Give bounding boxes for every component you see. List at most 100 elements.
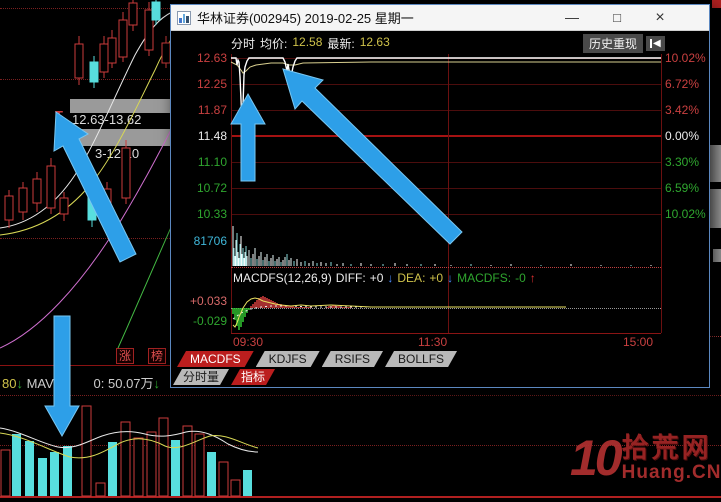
bg-cursor-marker: T	[55, 108, 63, 123]
bg-price-range-low: 3-12.10	[95, 146, 140, 161]
annotation-arrow	[282, 68, 463, 245]
dea-value: +0	[429, 271, 444, 285]
volume-baseline	[231, 267, 661, 268]
window-title: 华林证券(002945) 2019-02-25 星期一	[197, 11, 414, 26]
bg-dotted-gridline	[0, 79, 170, 80]
diff-label: DIFF:	[335, 271, 366, 285]
panel-tabs: 分时量 指标	[173, 369, 275, 385]
avg-price-value: 12.58	[292, 35, 323, 49]
macd-zero-line	[231, 308, 661, 309]
tab-indicator-bollfs[interactable]: BOLLFS	[385, 351, 457, 367]
minimize-button[interactable]: —	[565, 9, 579, 25]
gridline-vertical	[231, 54, 232, 333]
pct-axis-label: 6.59%	[665, 181, 700, 195]
plot-bottom-border	[231, 333, 661, 334]
watermark-site-name: 拾荒网	[621, 432, 712, 463]
tab-panel-0[interactable]: 分时量	[173, 369, 229, 385]
intraday-chart-plot	[230, 57, 661, 330]
macd-max-label: +0.033	[189, 294, 227, 308]
down-arrow-icon: ↓	[387, 271, 394, 285]
tab-indicator-rsifs[interactable]: RSIFS	[322, 351, 383, 367]
close-button[interactable]: ×	[655, 9, 665, 26]
history-replay-label[interactable]: 历史重现	[583, 34, 644, 53]
price-axis-label: 10.72	[196, 181, 227, 195]
pct-axis-label: 6.72%	[665, 77, 700, 91]
shihuang-watermark: 10 拾荒网 Huang.CN	[570, 433, 721, 483]
mavol-name: MAVO	[26, 376, 64, 391]
bg-red-block	[712, 0, 721, 8]
tab-indicator-kdjfs[interactable]: KDJFS	[256, 351, 320, 367]
indicator-tabs: MACDFS KDJFS RSIFS BOLLFS	[177, 351, 457, 367]
board-button[interactable]: 榜	[148, 348, 167, 364]
watermark-logo-icon: 10	[570, 430, 623, 486]
up-arrow-icon: ↑	[529, 271, 536, 285]
time-axis-label: 09:30	[233, 335, 264, 349]
pct-axis-label: 10.02%	[665, 207, 706, 221]
volume-max-label: 81706	[193, 234, 227, 248]
bg-highlight-band	[710, 189, 721, 228]
diff-value: +0	[369, 271, 384, 285]
chart-info-row: 分时 均价: 12.58 最新: 12.63	[231, 35, 390, 52]
annotation-arrow	[230, 92, 266, 182]
bg-dashed-line	[708, 336, 721, 337]
gridline-vertical	[448, 54, 449, 333]
pct-axis-label: 0.00%	[665, 129, 700, 143]
bg-pane-divider	[0, 365, 170, 366]
pct-axis-label: 3.30%	[665, 155, 700, 169]
window-titlebar[interactable]: 华林证券(002945) 2019-02-25 星期一 — □ ×	[171, 5, 709, 31]
gridline-horizontal	[231, 84, 661, 85]
mavol-value-2: 0: 50.07万	[93, 376, 154, 391]
bg-volume-baseline	[0, 496, 721, 498]
macd-readout: MACDFS(12,26,9) DIFF: +0 ↓ DEA: +0 ↓ MACDF…	[233, 271, 536, 285]
app-icon	[177, 10, 191, 25]
avg-price-label: 均价:	[260, 37, 288, 51]
dea-label: DEA:	[397, 271, 426, 285]
down-arrow-icon: ↓	[447, 271, 454, 285]
macdfs-value: -0	[515, 271, 526, 285]
macd-min-label: -0.029	[192, 314, 227, 328]
gridline-horizontal	[231, 162, 661, 163]
chart-mode-label: 分时	[231, 37, 256, 51]
bg-dotted-gridline	[0, 238, 170, 239]
tab-indicator-macdfs[interactable]: MACDFS	[177, 351, 254, 367]
macdfs-label: MACDFS:	[457, 271, 512, 285]
macd-title: MACDFS(12,26,9)	[233, 271, 332, 285]
pct-axis-label: 10.02%	[665, 51, 706, 65]
gainers-button[interactable]: 涨	[116, 348, 135, 364]
time-axis-label: 15:00	[623, 335, 654, 349]
gridline-vertical	[661, 54, 662, 333]
price-axis-label: 11.48	[197, 129, 227, 143]
mavol-value: 80	[2, 376, 17, 391]
gridline-horizontal	[231, 188, 661, 189]
tab-panel-1[interactable]: 指标	[231, 369, 275, 385]
bg-dotted-gridline	[0, 395, 721, 396]
bg-highlight-band	[710, 145, 721, 182]
last-price-value: 12.63	[359, 35, 390, 49]
skip-to-start-icon[interactable]: ◀	[646, 36, 665, 51]
bg-dotted-gridline	[0, 445, 721, 446]
last-price-label: 最新:	[327, 37, 355, 51]
bg-price-range-high: 12.63-13.62	[72, 112, 142, 127]
watermark-domain: Huang.CN	[621, 461, 721, 483]
down-arrow-icon: ↓	[16, 376, 23, 391]
price-axis-label: 11.10	[197, 155, 227, 169]
bg-dotted-gridline	[0, 8, 170, 9]
bg-highlight-band	[713, 249, 721, 262]
pct-axis-label: 3.42%	[665, 103, 700, 117]
bg-highlight-band	[70, 99, 170, 113]
intraday-chart-window: 华林证券(002945) 2019-02-25 星期一 — □ × 分时 均价:…	[170, 4, 710, 388]
gridline-horizontal	[231, 110, 661, 111]
down-arrow-icon: ↓	[153, 376, 161, 391]
price-axis-label: 12.63	[196, 51, 227, 65]
price-axis-label: 12.25	[196, 77, 227, 91]
history-replay-button[interactable]: 历史重现 ◀	[583, 34, 665, 53]
mavol-readout: 80↓ MAVO 0: 50.07万↓	[2, 373, 170, 392]
gridline-horizontal	[231, 214, 661, 215]
time-axis-label: 11:30	[418, 335, 448, 349]
gridline-zero	[231, 135, 661, 137]
bg-highlight-band	[60, 129, 170, 146]
maximize-button[interactable]: □	[613, 10, 621, 25]
price-axis-label: 11.87	[197, 103, 227, 117]
gridline-horizontal	[231, 58, 661, 59]
